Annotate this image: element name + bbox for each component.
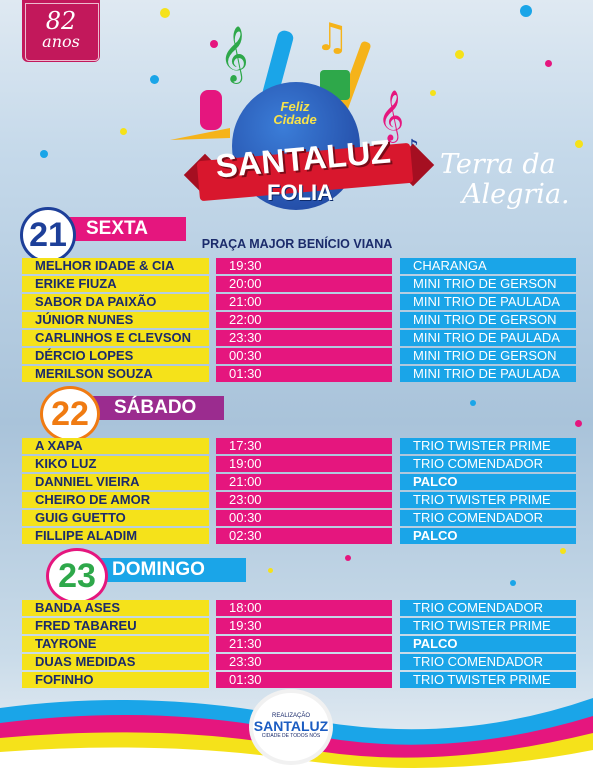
stage-cell: PALCO [400,474,576,490]
schedule-row: KIKO LUZ 19:00 TRIO COMENDADOR [22,456,576,472]
artist-cell: TAYRONE [22,636,209,652]
schedule-row: TAYRONE 21:30 PALCO [22,636,576,652]
slogan: Terra da Alegria. [440,150,580,210]
venue-title: PRAÇA MAJOR BENÍCIO VIANA [201,237,393,251]
schedule-row: FOFINHO 01:30 TRIO TWISTER PRIME [22,672,576,688]
slogan-line-2: Alegria. [462,179,570,210]
stage-cell: PALCO [400,636,576,652]
anniversary-number: 82 [45,7,77,35]
stage-cell: MINI TRIO DE GERSON [400,348,576,364]
time-cell: 19:30 [216,258,392,274]
artist-cell: KIKO LUZ [22,456,209,472]
schedule-row: ERIKE FIUZA 20:00 MINI TRIO DE GERSON [22,276,576,292]
time-cell: 21:30 [216,636,392,652]
time-cell: 17:30 [216,438,392,454]
artist-cell: DANNIEL VIEIRA [22,474,209,490]
day-name: SÁBADO [114,397,197,418]
time-cell: 21:00 [216,474,392,490]
artist-cell: DUAS MEDIDAS [22,654,209,670]
anniversary-tag-border [25,3,99,61]
day-name: DOMINGO [112,559,205,580]
time-cell: 00:30 [216,510,392,526]
stage-cell: MINI TRIO DE PAULADA [400,366,576,382]
footer-label: REALIZAÇÃO [271,713,310,719]
schedule-row: CARLINHOS E CLEVSON 23:30 MINI TRIO DE P… [22,330,576,346]
artist-cell: FOFINHO [22,672,209,688]
time-cell: 18:00 [216,600,392,616]
schedule-row: SABOR DA PAIXÃO 21:00 MINI TRIO DE PAULA… [22,294,576,310]
artist-cell: FILLIPE ALADIM [22,528,209,544]
schedule-row: MELHOR IDADE & CIA 19:30 CHARANGA [22,258,576,274]
day-number-badge: 23 [46,548,108,604]
schedule-row: DANNIEL VIEIRA 21:00 PALCO [22,474,576,490]
time-cell: 02:30 [216,528,392,544]
schedule-row: CHEIRO DE AMOR 23:00 TRIO TWISTER PRIME [22,492,576,508]
stage-cell: TRIO TWISTER PRIME [400,618,576,634]
time-cell: 23:30 [216,654,392,670]
stage-cell: PALCO [400,528,576,544]
day-number-badge: 21 [20,207,76,263]
stage-cell: TRIO TWISTER PRIME [400,672,576,688]
stage-cell: MINI TRIO DE GERSON [400,276,576,292]
time-cell: 19:00 [216,456,392,472]
footer-brand: SANTALUZ [253,718,329,734]
artist-cell: JÚNIOR NUNES [22,312,209,328]
time-cell: 01:30 [216,366,392,382]
artist-cell: CARLINHOS E CLEVSON [22,330,209,346]
stage-cell: TRIO TWISTER PRIME [400,438,576,454]
stage-cell: TRIO COMENDADOR [400,654,576,670]
day-label-band: SEXTA [52,217,186,241]
artist-cell: CHEIRO DE AMOR [22,492,209,508]
time-cell: 20:00 [216,276,392,292]
anniversary-tag: 82 anos [22,0,100,62]
day-number-badge: 22 [40,386,100,442]
schedule-row: JÚNIOR NUNES 22:00 MINI TRIO DE GERSON [22,312,576,328]
svg-text:𝄞: 𝄞 [378,90,404,143]
schedule-row: BANDA ASES 18:00 TRIO COMENDADOR [22,600,576,616]
artist-cell: ERIKE FIUZA [22,276,209,292]
stage-cell: CHARANGA [400,258,576,274]
footer-tagline: CIDADE DE TODOS NÓS [261,733,321,739]
day-name: SEXTA [86,218,148,239]
artist-cell: FRED TABAREU [22,618,209,634]
time-cell: 23:30 [216,330,392,346]
footer-logo: REALIZAÇÃO SANTALUZ CIDADE DE TODOS NÓS [253,693,329,761]
artist-cell: MELHOR IDADE & CIA [22,258,209,274]
schedule-row: FILLIPE ALADIM 02:30 PALCO [22,528,576,544]
time-cell: 21:00 [216,294,392,310]
schedule-row: DUAS MEDIDAS 23:30 TRIO COMENDADOR [22,654,576,670]
artist-cell: A XAPA [22,438,209,454]
slogan-line-1: Terra da [440,149,556,180]
artist-cell: GUIG GUETTO [22,510,209,526]
stage-cell: TRIO TWISTER PRIME [400,492,576,508]
artist-cell: SABOR DA PAIXÃO [22,294,209,310]
stage-cell: TRIO COMENDADOR [400,456,576,472]
time-cell: 19:30 [216,618,392,634]
svg-text:♫: ♫ [315,15,349,59]
artist-cell: MERILSON SOUZA [22,366,209,382]
schedule-row: MERILSON SOUZA 01:30 MINI TRIO DE PAULAD… [22,366,576,382]
logo-greeting: Feliz Cidade [273,99,317,127]
schedule-row: DÉRCIO LOPES 00:30 MINI TRIO DE GERSON [22,348,576,364]
day-label-band: SÁBADO [80,396,224,420]
stage-cell: TRIO COMENDADOR [400,510,576,526]
svg-text:𝄞: 𝄞 [220,26,248,84]
time-cell: 22:00 [216,312,392,328]
stage-cell: MINI TRIO DE PAULADA [400,294,576,310]
schedule-row: A XAPA 17:30 TRIO TWISTER PRIME [22,438,576,454]
artist-cell: DÉRCIO LOPES [22,348,209,364]
time-cell: 23:00 [216,492,392,508]
stage-cell: TRIO COMENDADOR [400,600,576,616]
schedule-row: FRED TABAREU 19:30 TRIO TWISTER PRIME [22,618,576,634]
schedule-row: GUIG GUETTO 00:30 TRIO COMENDADOR [22,510,576,526]
stage-cell: MINI TRIO DE GERSON [400,312,576,328]
time-cell: 00:30 [216,348,392,364]
stage-cell: MINI TRIO DE PAULADA [400,330,576,346]
artist-cell: BANDA ASES [22,600,209,616]
logo-subtitle: FOLIA [267,180,333,205]
anniversary-word: anos [42,32,80,51]
time-cell: 01:30 [216,672,392,688]
